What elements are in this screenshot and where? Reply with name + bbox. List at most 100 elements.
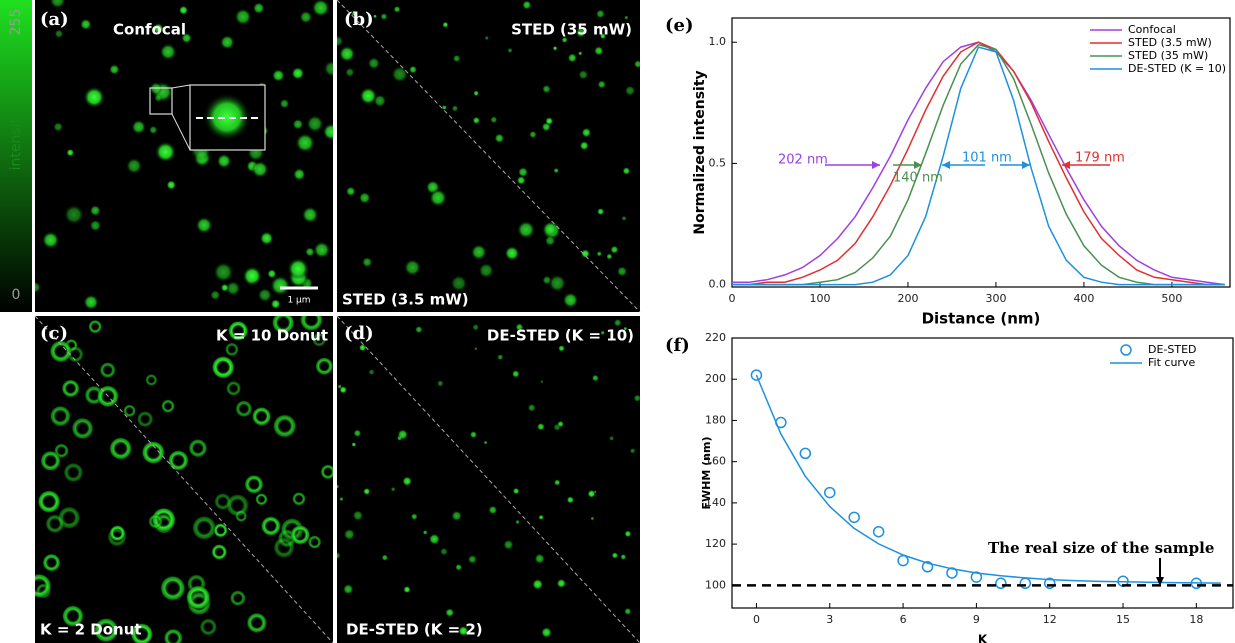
particle [469,430,478,439]
plot-frame [731,17,1231,288]
particle [622,166,631,175]
particle [516,175,526,185]
particle [478,262,495,279]
particle [152,22,164,35]
particle [337,484,340,490]
data-point [946,567,958,579]
arrow-head [914,161,922,169]
legend-swatch [1120,344,1132,356]
x-tick-label: 200 [897,292,918,305]
particle [531,578,544,591]
particle [219,34,235,50]
particle [235,400,253,418]
particle [178,5,189,15]
particle [445,607,455,618]
particle [590,516,595,521]
particle [367,56,381,70]
particle [292,118,304,130]
particle [358,191,371,205]
particle [623,326,628,331]
particle [557,420,565,428]
x-tick-label: 100 [809,292,830,305]
particle [503,539,514,551]
inset-box [149,87,173,115]
particle [580,249,591,259]
particle [61,379,80,398]
particle [624,85,636,97]
data-point [921,561,934,573]
particle [213,523,228,538]
particle [37,489,61,514]
particle [320,464,333,480]
data-point [970,571,983,583]
particle [544,235,556,247]
particle [488,505,498,515]
particle [410,513,418,521]
particle [195,216,213,234]
panel-label: (d) [344,323,374,344]
particle [359,87,378,106]
panel-title: K = 10 Donut [216,327,328,345]
particle [342,583,354,595]
series-line [732,46,1225,286]
particle [558,344,565,352]
particle [624,15,629,20]
particle [141,440,166,465]
particle [472,323,480,331]
particle [167,449,189,472]
particle [130,622,154,643]
particle [267,269,277,279]
particle [397,429,409,441]
particle [629,447,636,454]
particle [244,474,264,494]
y-tick-label: 200 [705,372,726,385]
particle [209,289,221,301]
particle [225,380,242,397]
inset-connector [171,113,191,151]
particle [54,29,64,39]
particle [611,551,619,559]
particle [490,115,498,124]
particle [515,519,520,525]
particle [494,133,505,144]
particle [125,157,143,175]
particle [93,617,119,643]
particle [66,148,75,157]
particle [484,35,490,41]
image [35,0,333,312]
particle [402,476,413,487]
particle [393,5,401,13]
particle [372,14,378,19]
particle [428,188,448,207]
particle [83,294,100,311]
particle [567,53,578,63]
annotation: 202 nm [778,153,828,168]
particle [368,368,375,376]
particle [381,554,389,562]
particle [229,590,246,607]
particle [536,422,545,431]
colorbar-max: 255 [8,9,24,36]
data-point [1019,577,1032,590]
particle [562,292,579,309]
particle [428,533,441,545]
particle [49,0,66,9]
panel-label: (c) [40,323,68,344]
particle [315,357,333,376]
particle [99,361,116,379]
legend-label: STED (35 mW) [1128,49,1208,62]
particle [613,318,622,327]
particle [474,347,478,351]
data-point [872,525,885,538]
particle [181,32,193,44]
particle [545,116,554,126]
particle [299,10,313,24]
particle [380,12,388,21]
particle [579,140,590,151]
y-tick-label: 120 [705,537,726,550]
x-axis-label: K [978,633,988,643]
particle [599,33,606,40]
panel-b [337,0,640,312]
particle [361,256,373,268]
legend-label: DE-STED (K = 10) [1128,62,1226,75]
